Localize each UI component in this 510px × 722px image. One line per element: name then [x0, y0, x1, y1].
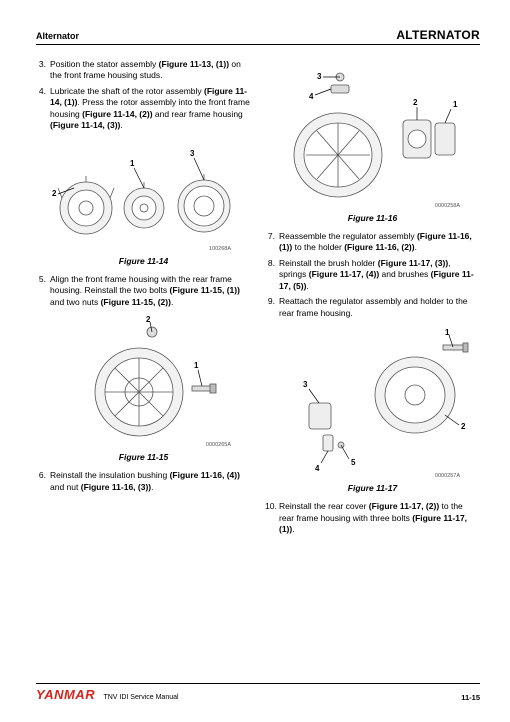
callout-1: 1	[445, 328, 450, 337]
callout-5: 5	[351, 458, 356, 467]
callout-1: 1	[130, 159, 135, 168]
left-column: 3. Position the stator assembly (Figure …	[36, 59, 251, 540]
figure-11-14: 1 2 3 100268A	[36, 138, 251, 252]
step-text: Align the front frame housing with the r…	[50, 274, 251, 308]
page-number: 11-15	[461, 693, 480, 702]
figure-11-17-caption: Figure 11-17	[265, 483, 480, 493]
step-3: 3. Position the stator assembly (Figure …	[36, 59, 251, 82]
step-number: 6.	[36, 470, 50, 493]
footer-left: YANMAR TNV IDI Service Manual	[36, 687, 179, 702]
manual-title: TNV IDI Service Manual	[103, 694, 178, 701]
figure-11-17-svg: 1 2 3 4 5	[273, 325, 473, 475]
callout-3: 3	[317, 72, 322, 81]
page-header: Alternator ALTERNATOR	[36, 28, 480, 45]
step-text: Reinstall the insulation bushing (Figure…	[50, 470, 251, 493]
figure-ref: 0000258A	[265, 203, 480, 209]
step-text: Lubricate the shaft of the rotor assembl…	[50, 86, 251, 132]
figure-ref: 100268A	[36, 246, 251, 252]
step-6: 6. Reinstall the insulation bushing (Fig…	[36, 470, 251, 493]
callout-2: 2	[413, 98, 418, 107]
step-number: 10.	[265, 501, 279, 535]
figure-11-14-svg: 1 2 3	[44, 138, 244, 248]
callout-2: 2	[461, 422, 466, 431]
step-text: Reassemble the regulator assembly (Figur…	[279, 231, 480, 254]
step-10: 10. Reinstall the rear cover (Figure 11-…	[265, 501, 480, 535]
step-number: 5.	[36, 274, 50, 308]
step-text: Reinstall the brush holder (Figure 11-17…	[279, 258, 480, 292]
step-number: 4.	[36, 86, 50, 132]
step-9: 9. Reattach the regulator assembly and h…	[265, 296, 480, 319]
figure-11-16: 3 4 1 2 0000258A	[265, 65, 480, 209]
figure-11-16-caption: Figure 11-16	[265, 213, 480, 223]
callout-1: 1	[194, 361, 199, 370]
content-columns: 3. Position the stator assembly (Figure …	[36, 59, 480, 540]
step-5: 5. Align the front frame housing with th…	[36, 274, 251, 308]
step-text: Position the stator assembly (Figure 11-…	[50, 59, 251, 82]
step-text: Reinstall the rear cover (Figure 11-17, …	[279, 501, 480, 535]
figure-11-16-svg: 3 4 1 2	[273, 65, 473, 205]
callout-2: 2	[52, 189, 57, 198]
step-number: 8.	[265, 258, 279, 292]
header-title: ALTERNATOR	[396, 28, 480, 42]
step-number: 3.	[36, 59, 50, 82]
callout-2: 2	[146, 315, 151, 324]
callout-4: 4	[309, 92, 314, 101]
figure-11-17: 1 2 3 4 5 0000257A	[265, 325, 480, 479]
figure-ref: 0000257A	[265, 473, 480, 479]
step-number: 9.	[265, 296, 279, 319]
figure-11-15: 1 2 0000265A	[36, 314, 251, 448]
figure-11-15-svg: 1 2	[54, 314, 234, 444]
page: Alternator ALTERNATOR 3. Position the st…	[0, 0, 510, 722]
yanmar-logo: YANMAR	[36, 687, 95, 702]
figure-11-14-caption: Figure 11-14	[36, 256, 251, 266]
callout-4: 4	[315, 464, 320, 473]
step-8: 8. Reinstall the brush holder (Figure 11…	[265, 258, 480, 292]
callout-3: 3	[303, 380, 308, 389]
callout-1: 1	[453, 100, 458, 109]
callout-3: 3	[190, 149, 195, 158]
page-footer: YANMAR TNV IDI Service Manual 11-15	[36, 683, 480, 702]
figure-ref: 0000265A	[36, 442, 251, 448]
right-column: 3 4 1 2 0000258A Figure 11-16 7. Reassem…	[265, 59, 480, 540]
step-4: 4. Lubricate the shaft of the rotor asse…	[36, 86, 251, 132]
step-text: Reattach the regulator assembly and hold…	[279, 296, 480, 319]
step-7: 7. Reassemble the regulator assembly (Fi…	[265, 231, 480, 254]
step-number: 7.	[265, 231, 279, 254]
figure-11-15-caption: Figure 11-15	[36, 452, 251, 462]
header-section: Alternator	[36, 31, 79, 41]
